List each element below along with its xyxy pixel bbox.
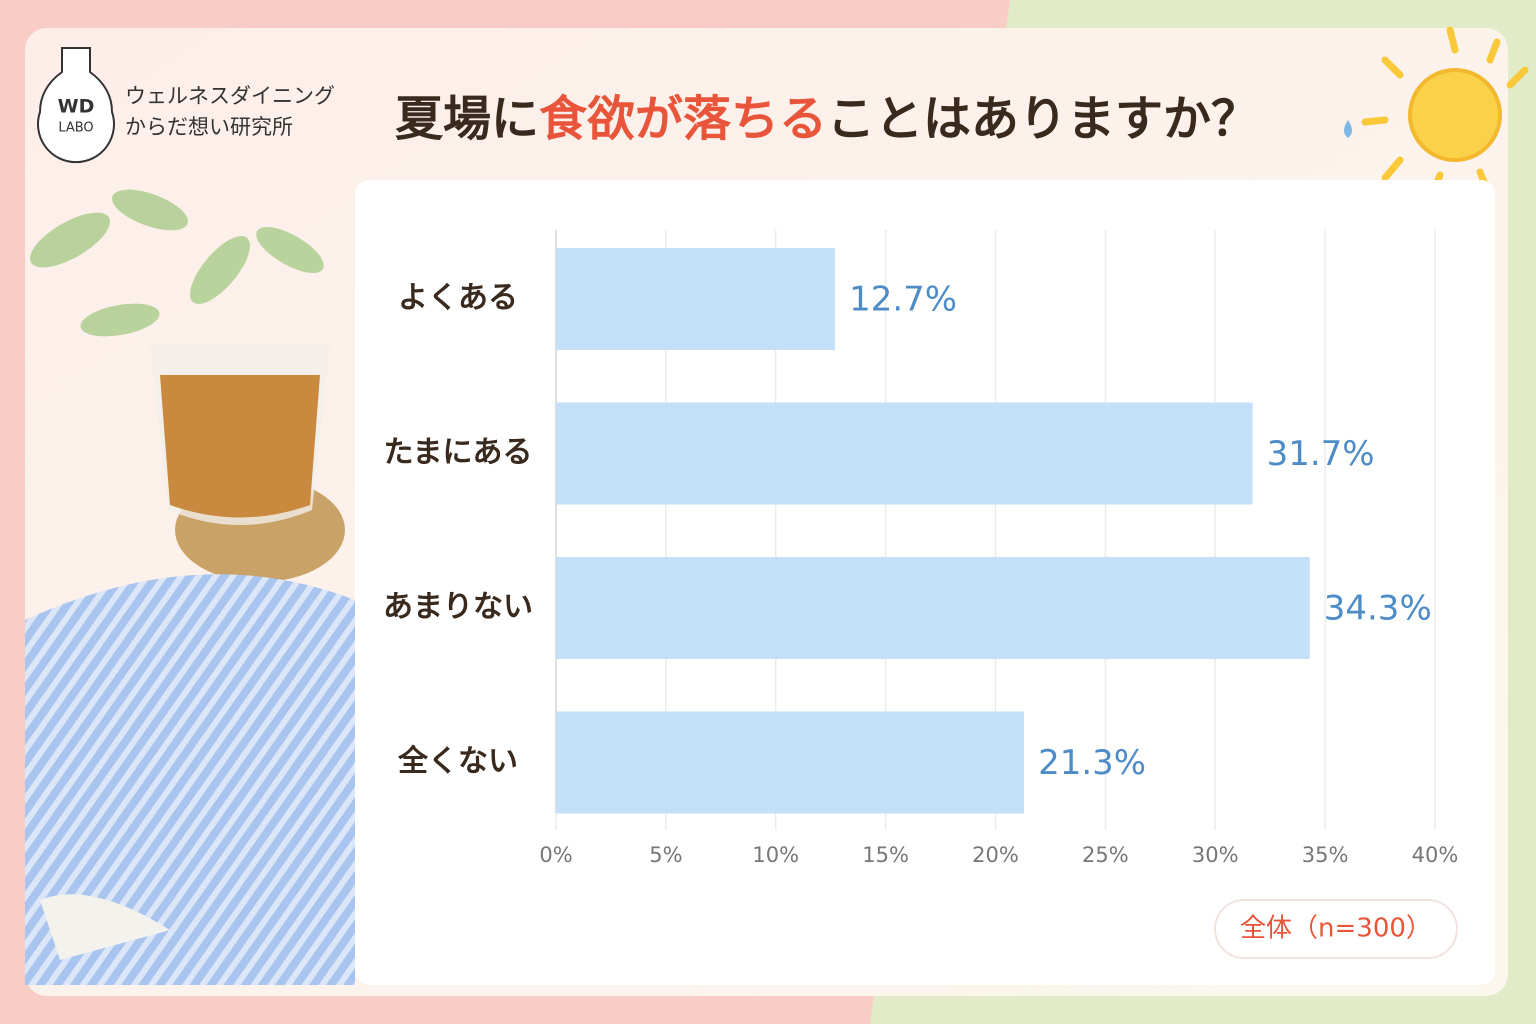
chart-title: 夏場に食欲が落ちることはありますか？ [395,91,1259,147]
fan-handle [40,894,170,960]
value-label: 31.7% [1267,434,1375,474]
logo: WD LABO ウェルネスダイニング からだ想い研究所 [37,47,335,164]
logo-mark: WD [58,96,95,118]
x-tick-label: 20% [972,843,1019,867]
brand-subname: からだ想い研究所 [125,115,293,139]
bar [556,711,1025,814]
sample-note: 全体（n=300） [1240,914,1432,944]
bar [556,557,1310,659]
category-label: よくある [398,281,518,316]
x-tick-label: 25% [1082,843,1129,867]
bar [556,248,836,350]
title-part: ことはありますか？ [827,91,1259,147]
category-label: 全くない [397,744,518,779]
x-tick-label: 35% [1302,843,1349,867]
value-label: 34.3% [1324,589,1432,629]
leaves [30,189,324,337]
title-part: 食欲が落ちる [539,91,827,147]
category-label: たまにある [383,435,532,470]
category-label: あまりない [383,590,533,625]
x-tick-label: 10% [752,843,799,867]
x-tick-label: 15% [862,843,909,867]
value-label: 21.3% [1038,743,1146,783]
note-box [1214,899,1458,959]
bar [556,402,1253,505]
fan [25,574,355,985]
sun [1344,26,1529,199]
logo-mark: LABO [58,121,93,136]
x-tick-label: 40% [1412,843,1459,867]
brand-name: ウェルネスダイニング [125,84,335,108]
tea [160,375,320,518]
x-tick-label: 0% [539,843,572,867]
value-label: 12.7% [849,280,957,320]
x-tick-label: 30% [1192,843,1239,867]
title-part: 夏場に [395,91,539,147]
x-tick-label: 5% [649,843,682,867]
